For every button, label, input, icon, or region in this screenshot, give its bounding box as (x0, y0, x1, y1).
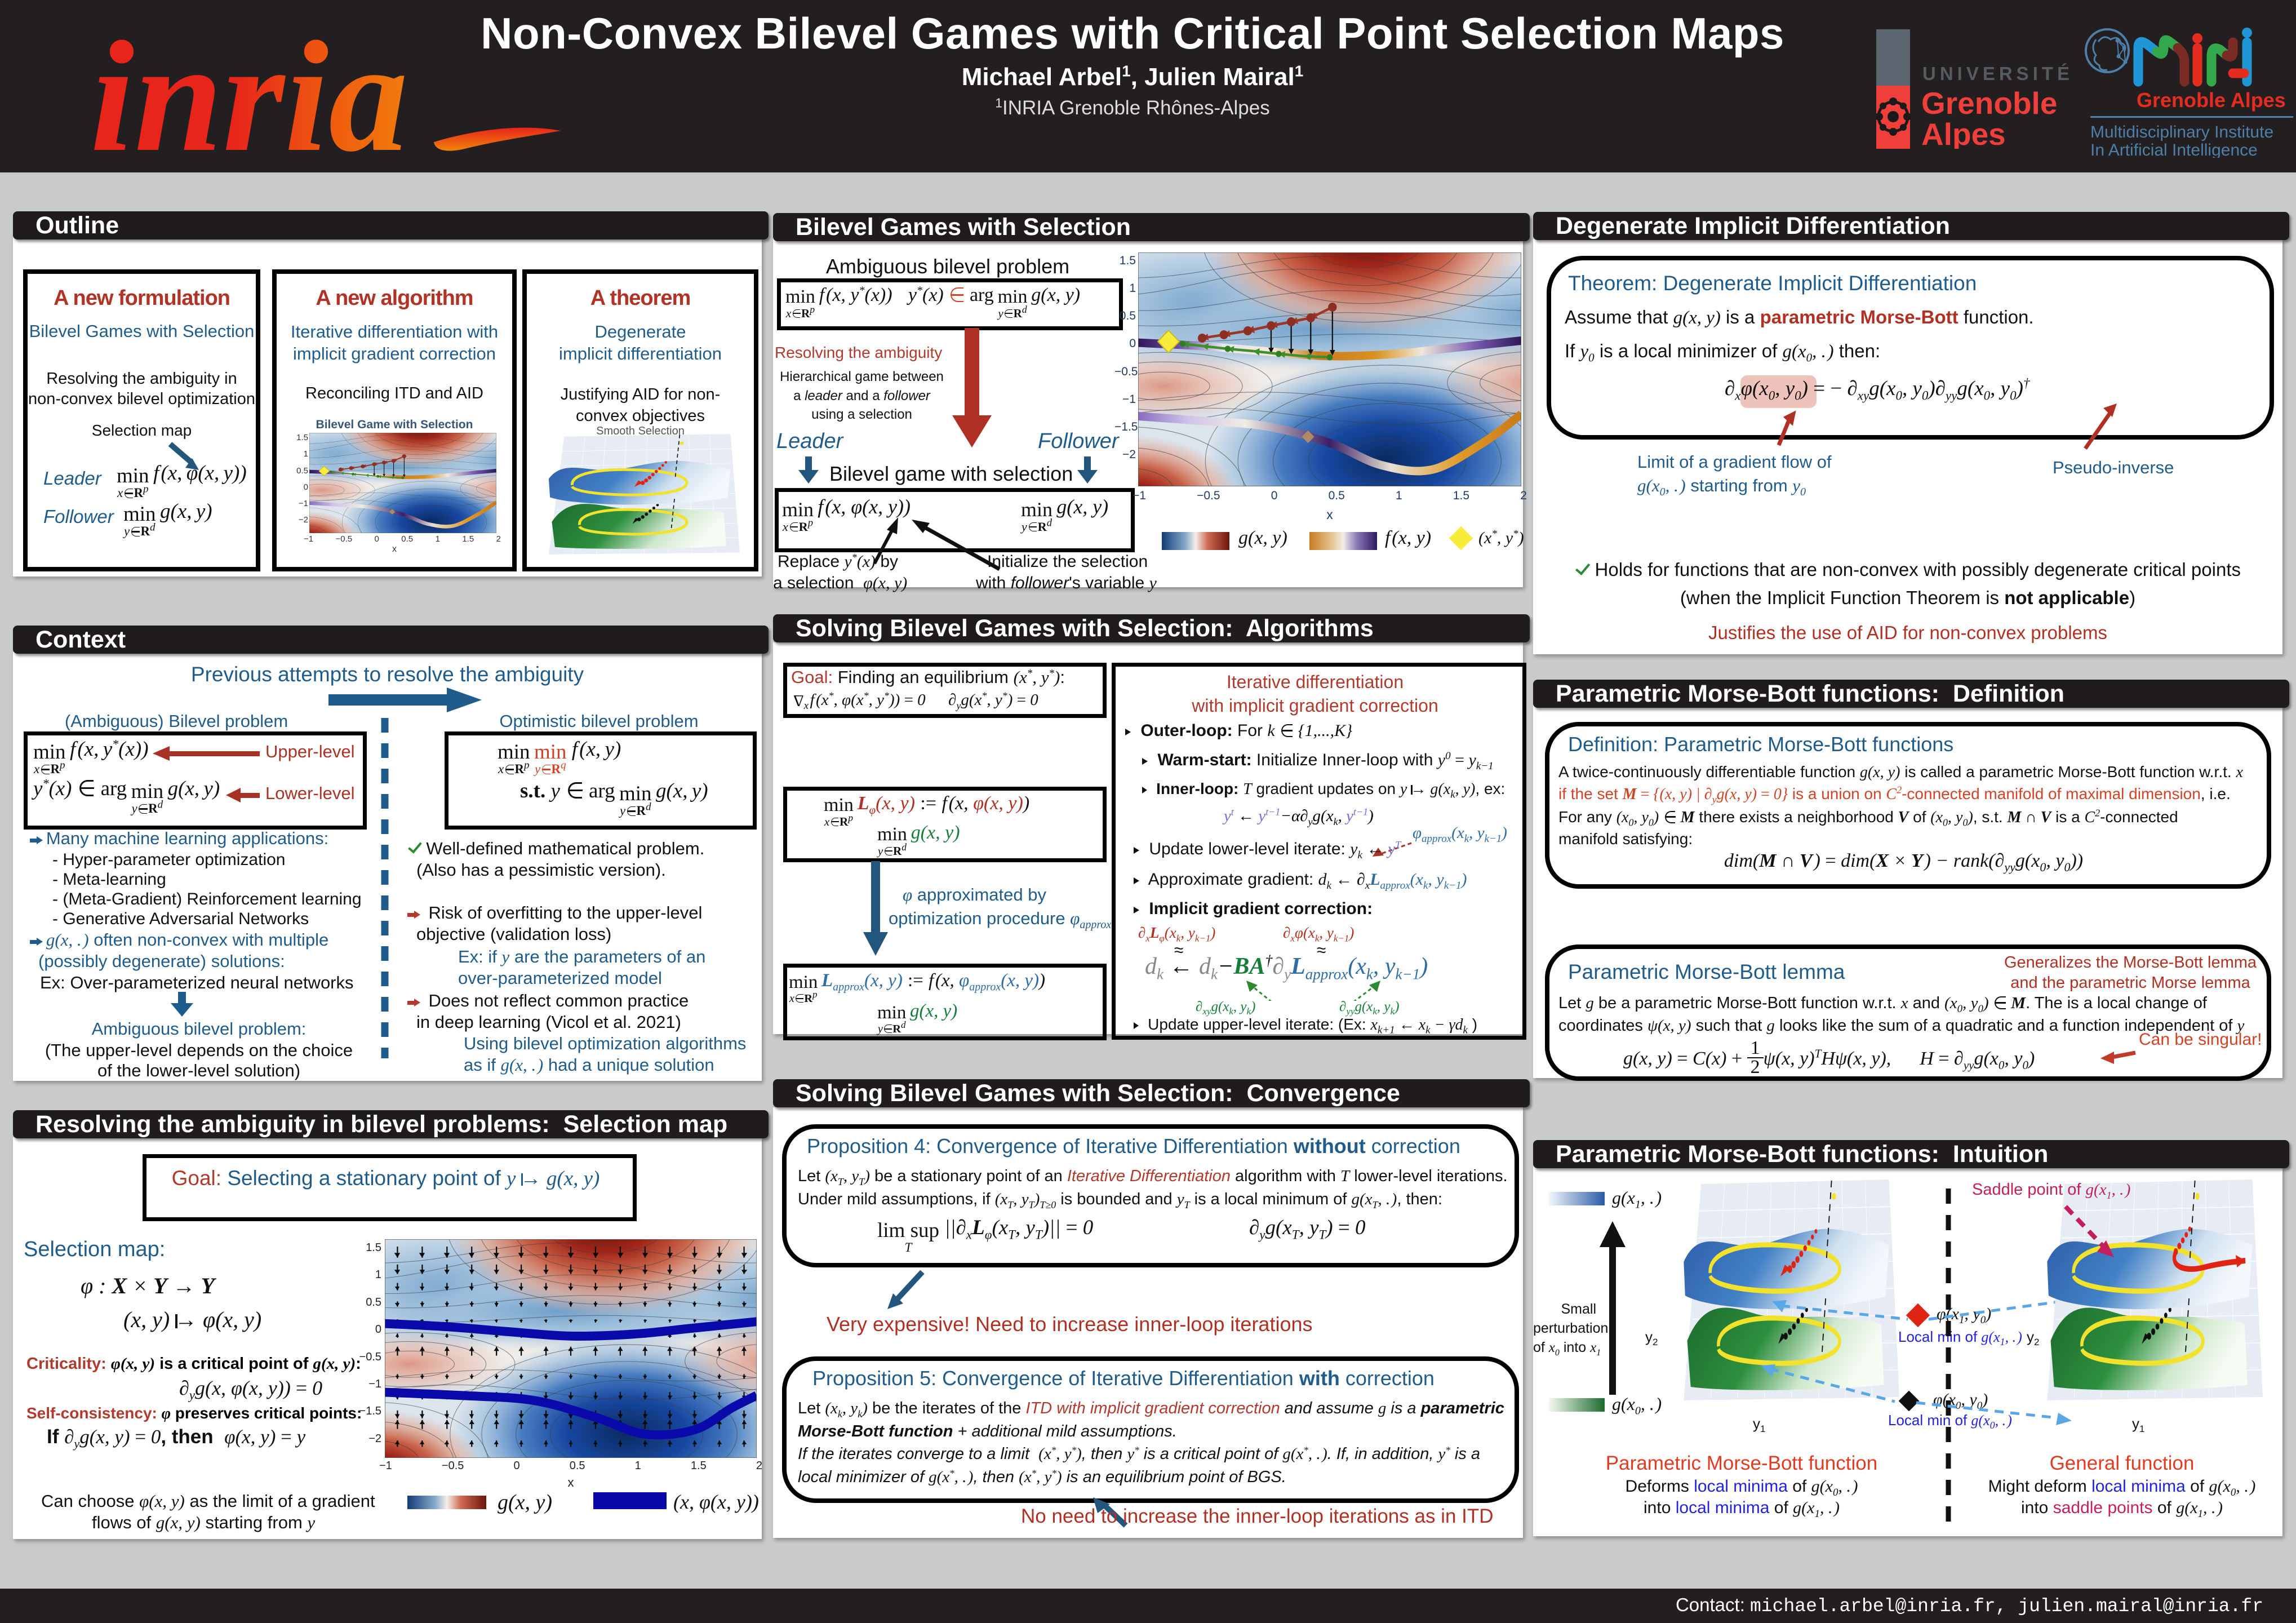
svg-text:In Artificial Intelligence: In Artificial Intelligence (2090, 141, 2258, 158)
svg-text:inria: inria (90, 23, 408, 163)
svg-text:Alpes: Alpes (1921, 117, 2006, 149)
svg-text:Grenoble Alpes: Grenoble Alpes (2137, 88, 2286, 112)
svg-text:Grenoble: Grenoble (1921, 86, 2057, 121)
svg-text:Multidisciplinary Institute: Multidisciplinary Institute (2090, 123, 2273, 141)
svg-text:UNIVERSITÉ: UNIVERSITÉ (1922, 63, 2073, 84)
